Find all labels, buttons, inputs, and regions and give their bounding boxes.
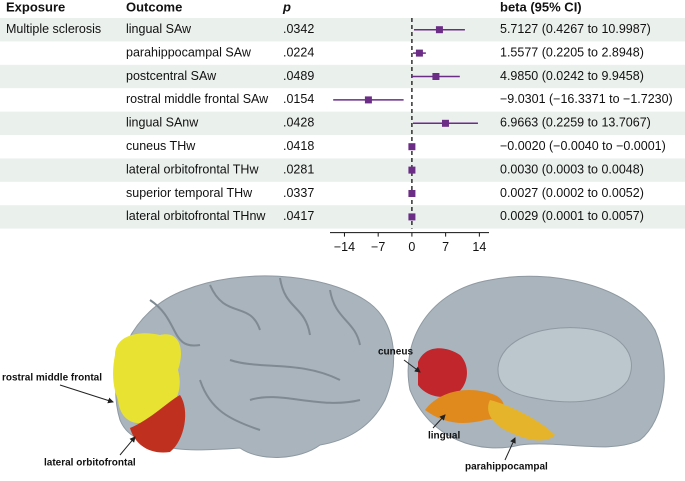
beta-ci-label: 0.0030 (0.0003 to 0.0048): [500, 162, 644, 176]
row-band: [0, 18, 685, 42]
header-beta: beta (95% CI): [500, 0, 582, 14]
outcome-label: cuneus THw: [126, 139, 196, 153]
arrow: [432, 414, 446, 429]
row-band: [0, 111, 685, 135]
point-estimate: [432, 73, 440, 80]
beta-ci-label: −9.0301 (−16.3371 to −1.7230): [500, 92, 673, 106]
header-exposure: Exposure: [6, 0, 65, 14]
arrow: [504, 437, 516, 461]
p-value: .0428: [283, 116, 314, 130]
outcome-label: lateral orbitofrontal THw: [126, 162, 259, 176]
row-band: [0, 64, 685, 89]
annotation: cuneus: [378, 347, 413, 358]
region-cuneus: [418, 348, 467, 397]
corpus-callosum: [497, 327, 632, 403]
beta-ci-label: 0.0027 (0.0002 to 0.0052): [500, 186, 644, 200]
p-value: .0489: [283, 69, 314, 83]
p-value: .0281: [283, 162, 314, 176]
outcome-label: parahippocampal SAw: [126, 45, 252, 59]
point-estimate: [408, 213, 416, 221]
x-tick-label: 7: [442, 240, 449, 254]
region-rostral-middle-frontal: [113, 333, 181, 424]
x-tick-label: −14: [334, 240, 355, 254]
beta-ci-label: 5.7127 (0.4267 to 10.9987): [500, 22, 651, 36]
p-value: .0417: [283, 209, 314, 223]
row-band: [0, 205, 685, 229]
p-value: .0154: [283, 92, 314, 106]
outcome-label: postcentral SAw: [126, 69, 217, 83]
beta-ci-label: −0.0020 (−0.0040 to −0.0001): [500, 139, 666, 153]
x-tick-label: 14: [472, 240, 486, 254]
x-tick-label: 0: [408, 240, 415, 254]
brain-sulci: [149, 277, 361, 431]
point-estimate: [415, 49, 423, 57]
forest-table: Exposure Outcome p beta (95% CI) Multipl…: [0, 0, 685, 254]
point-estimate: [408, 190, 416, 197]
p-value: .0342: [283, 22, 314, 36]
point-estimate: [408, 143, 416, 151]
arrow: [403, 359, 421, 373]
x-tick-label: −7: [371, 240, 385, 254]
arrow: [119, 436, 136, 456]
outcome-label: lateral orbitofrontal THnw: [126, 209, 266, 223]
arrow: [59, 384, 114, 404]
annotation: parahippocampal: [465, 462, 548, 473]
point-estimate: [364, 96, 372, 104]
p-value: .0224: [283, 45, 314, 59]
brain-left: [115, 275, 395, 458]
header-outcome: Outcome: [126, 0, 182, 14]
beta-ci-label: 0.0029 (0.0001 to 0.0057): [500, 209, 644, 223]
region-lateral-orbitofrontal: [130, 395, 186, 453]
exposure-label: Multiple sclerosis: [6, 22, 101, 36]
header-p: p: [282, 0, 291, 14]
row-band: [0, 158, 685, 182]
outcome-label: lingual SAnw: [126, 116, 199, 130]
brain-images: rostral middle frontal lateral orbitofro…: [2, 275, 665, 473]
point-estimate: [408, 166, 416, 174]
annotation: lingual: [428, 431, 460, 442]
p-value: .0418: [283, 139, 314, 153]
p-value: .0337: [283, 186, 314, 200]
point-estimate: [441, 119, 449, 127]
region-parahippocampal: [488, 400, 555, 441]
beta-ci-label: 4.9850 (0.0242 to 9.9458): [500, 69, 644, 83]
point-estimate: [435, 26, 443, 34]
beta-ci-label: 6.9663 (0.2259 to 13.7067): [500, 116, 651, 130]
beta-ci-label: 1.5577 (0.2205 to 2.8948): [500, 45, 644, 59]
outcome-label: rostral middle frontal SAw: [126, 92, 269, 106]
outcome-label: superior temporal THw: [126, 186, 253, 200]
outcome-label: lingual SAw: [126, 22, 192, 36]
annotation: lateral orbitofrontal: [44, 458, 136, 469]
annotation: rostral middle frontal: [2, 373, 102, 384]
